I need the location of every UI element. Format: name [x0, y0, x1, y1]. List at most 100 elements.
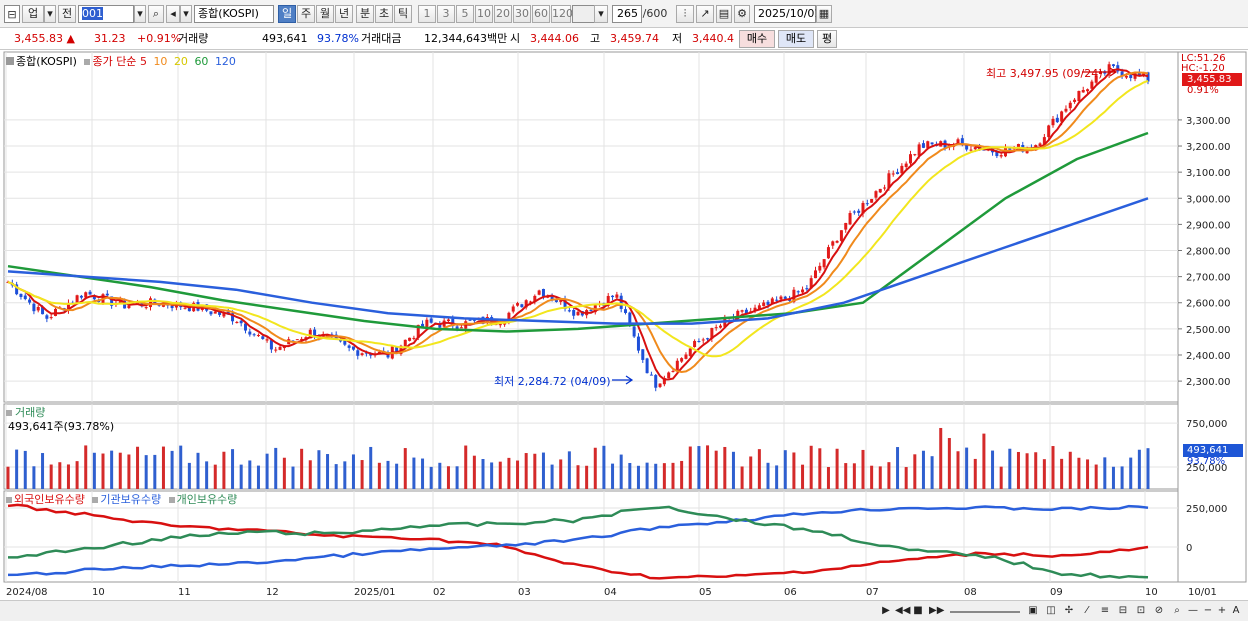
- split-icon[interactable]: ◫: [1046, 605, 1056, 616]
- market-type-select[interactable]: 업: [22, 5, 44, 23]
- candle-body: [926, 141, 930, 148]
- volume-bar: [153, 454, 157, 489]
- count-input[interactable]: 265: [612, 5, 642, 23]
- eval-button[interactable]: 평: [817, 30, 837, 48]
- amount-label: 거래대금: [361, 32, 402, 45]
- trend-icon[interactable]: ⁄: [1086, 605, 1088, 616]
- volume-bar: [1060, 458, 1064, 489]
- volume-bar: [1094, 464, 1098, 489]
- text-tool-icon[interactable]: ⊡: [1136, 605, 1146, 616]
- volume-bar: [792, 452, 796, 489]
- candle-body: [563, 298, 567, 309]
- code-dropdown-icon[interactable]: ▾: [134, 5, 146, 23]
- candle-body: [973, 147, 977, 150]
- candle-body: [235, 322, 239, 324]
- search-icon[interactable]: ⌕: [148, 5, 164, 23]
- code-input[interactable]: 001: [78, 5, 134, 23]
- volume-bar: [403, 448, 407, 489]
- erase-icon[interactable]: ⊘: [1154, 605, 1164, 616]
- volume-bar: [982, 433, 986, 489]
- period-year[interactable]: 년: [335, 5, 353, 23]
- zoom-icon[interactable]: ⌕: [1174, 605, 1180, 616]
- save-icon[interactable]: ▤: [716, 5, 732, 23]
- interval-dropdown-icon[interactable]: ▾: [594, 5, 608, 23]
- volume-bar: [550, 464, 554, 489]
- volume-bar: [351, 454, 355, 489]
- period-minute[interactable]: 분: [356, 5, 374, 23]
- plus-icon[interactable]: +: [1217, 605, 1227, 616]
- volume-bar: [110, 450, 114, 489]
- candle-body: [105, 293, 109, 296]
- interval-60[interactable]: 60: [532, 5, 550, 23]
- candle-body: [308, 329, 312, 339]
- volume-bar: [213, 464, 217, 489]
- hline-icon[interactable]: ⊟: [1118, 605, 1128, 616]
- volume-marker-icon: [6, 410, 12, 416]
- x-tick-label: 05: [699, 587, 712, 598]
- volume-value: 493,641: [262, 32, 308, 45]
- calendar-icon[interactable]: ▦: [816, 5, 832, 23]
- sell-button[interactable]: 매도: [778, 30, 814, 48]
- period-week[interactable]: 주: [297, 5, 315, 23]
- volume-bar: [248, 460, 252, 489]
- interval-1[interactable]: 1: [418, 5, 436, 23]
- candle-body: [887, 173, 891, 189]
- volume-bar: [818, 448, 822, 489]
- volume-label: 거래량: [178, 32, 209, 45]
- speaker-icon[interactable]: ◂: [166, 5, 180, 23]
- font-size-icon[interactable]: A: [1232, 605, 1240, 616]
- candle-body: [92, 296, 96, 300]
- candle-body: [671, 371, 675, 373]
- scroll-right-icon[interactable]: ▶: [882, 605, 890, 616]
- zoom-slider[interactable]: [950, 603, 1020, 613]
- gear-icon[interactable]: ⚙: [734, 5, 750, 23]
- interval-3[interactable]: 3: [437, 5, 455, 23]
- fib-icon[interactable]: ≡: [1100, 605, 1110, 616]
- volume-bar: [593, 447, 597, 489]
- volume-bar: [326, 454, 330, 489]
- volume-bar: [766, 462, 770, 489]
- candle-body: [857, 210, 861, 213]
- code-value: 001: [82, 7, 103, 20]
- candle-body: [1016, 143, 1020, 148]
- market-type-dropdown-icon[interactable]: ▾: [44, 5, 56, 23]
- period-tick[interactable]: 틱: [394, 5, 412, 23]
- candle-type-icon[interactable]: ⫶: [676, 5, 694, 23]
- candle-body: [421, 323, 425, 327]
- buy-button[interactable]: 매수: [739, 30, 775, 48]
- minus-icon[interactable]: −: [1203, 605, 1213, 616]
- period-second[interactable]: 초: [375, 5, 393, 23]
- candle-body: [589, 309, 593, 312]
- prev-button[interactable]: 전: [58, 5, 76, 23]
- crosshair-icon[interactable]: ✢: [1064, 605, 1074, 616]
- interval-10[interactable]: 10: [475, 5, 493, 23]
- name-dropdown-icon[interactable]: ▾: [180, 5, 192, 23]
- volume-bar: [386, 460, 390, 489]
- zoom-out-icon[interactable]: —: [1188, 605, 1198, 616]
- interval-5[interactable]: 5: [456, 5, 474, 23]
- volume-bar: [723, 446, 727, 489]
- interval-120[interactable]: 120: [551, 5, 573, 23]
- scroll-last-icon[interactable]: ▶▶: [929, 605, 945, 616]
- draw-tool-icon[interactable]: ↗: [696, 5, 714, 23]
- candle-body: [351, 346, 355, 350]
- stock-chart[interactable]: 3,300.00 3,200.00 3,100.00 3,000.00 2,900.00…: [0, 50, 1248, 600]
- open-label: 시: [510, 32, 521, 45]
- volume-bar: [870, 465, 874, 489]
- period-day[interactable]: 일: [278, 5, 296, 23]
- volume-bar: [826, 467, 830, 489]
- layout-icon[interactable]: ▣: [1028, 605, 1038, 616]
- candle-body: [265, 339, 269, 341]
- candle-body: [736, 310, 740, 320]
- scroll-stop-icon[interactable]: ■: [913, 605, 923, 616]
- period-month[interactable]: 월: [316, 5, 334, 23]
- interval-20[interactable]: 20: [494, 5, 512, 23]
- x-tick-label: 11: [178, 587, 191, 598]
- amount-value: 12,344,643백만: [424, 32, 508, 45]
- scroll-first-icon[interactable]: ◀◀: [895, 605, 911, 616]
- window-icon[interactable]: ⊟: [4, 5, 20, 23]
- interval-30[interactable]: 30: [513, 5, 531, 23]
- min-arrow-icon: [612, 375, 634, 385]
- chart-scrollbar[interactable]: ▶ ◀◀ ■ ▶▶ ▣ ◫ ✢ ⁄ ≡ ⊟ ⊡ ⊘ ⌕ — − + A: [0, 600, 1248, 621]
- date-input[interactable]: 2025/10/01: [754, 5, 821, 23]
